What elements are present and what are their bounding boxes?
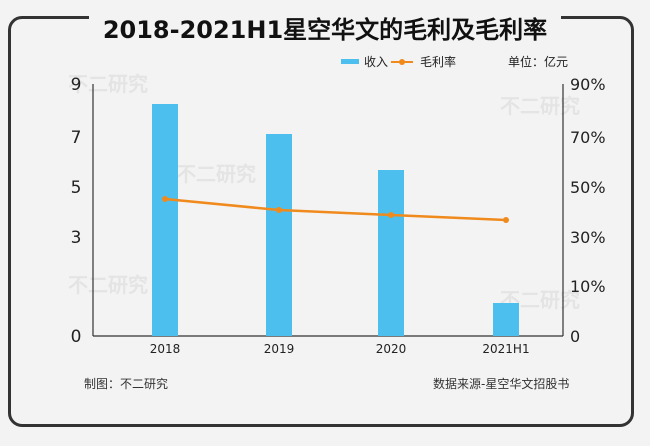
title-wrap: 2018-2021H1星空华文的毛利及毛利率 <box>0 0 650 47</box>
right-tick-label: 70% <box>570 128 606 147</box>
legend-bar-label: 收入 <box>364 55 388 69</box>
left-tick-label: 0 <box>71 327 82 347</box>
right-tick-label: 0 <box>570 327 580 346</box>
left-tick-label: 5 <box>71 178 82 198</box>
bar-revenue-2018 <box>152 104 178 336</box>
line-gross-margin <box>164 197 507 222</box>
watermark: 不二研究 <box>500 288 580 312</box>
watermark: 不二研究 <box>68 273 148 297</box>
unit-label: 单位：亿元 <box>508 54 568 69</box>
legend-line-marker <box>399 59 405 65</box>
watermark: 不二研究 <box>176 162 256 186</box>
legend-bar-swatch <box>341 59 359 64</box>
point-gross-margin-2018 <box>162 196 168 202</box>
left-tick-label: 7 <box>71 128 82 148</box>
right-tick-label: 10% <box>570 277 606 296</box>
left-tick-label: 3 <box>71 228 82 248</box>
bar-revenue-2021H1 <box>493 303 519 336</box>
point-gross-margin-2020 <box>388 212 394 218</box>
point-gross-margin-2021H1 <box>503 217 509 223</box>
x-tick-label: 2020 <box>376 342 407 356</box>
watermark: 不二研究 <box>68 72 148 96</box>
watermark: 不二研究 <box>500 94 580 118</box>
point-gross-margin-2019 <box>276 207 282 213</box>
right-tick-label: 30% <box>570 228 606 247</box>
chart-frame <box>8 16 634 427</box>
left-tick-label: 9 <box>71 75 82 95</box>
chart-title: 2018-2021H1星空华文的毛利及毛利率 <box>88 8 562 47</box>
right-tick-label: 90% <box>570 75 606 94</box>
legend-line-label: 毛利率 <box>420 54 456 69</box>
bar-revenue-2019 <box>266 134 292 336</box>
x-tick-label: 2021H1 <box>482 342 529 356</box>
footer-credit: 制图：不二研究 <box>84 377 169 391</box>
x-tick-label: 2019 <box>264 342 295 356</box>
right-tick-label: 50% <box>570 178 606 197</box>
footer-source: 数据来源-星空华文招股书 <box>433 377 570 391</box>
bar-revenue-2020 <box>378 170 404 336</box>
x-tick-label: 2018 <box>150 342 181 356</box>
